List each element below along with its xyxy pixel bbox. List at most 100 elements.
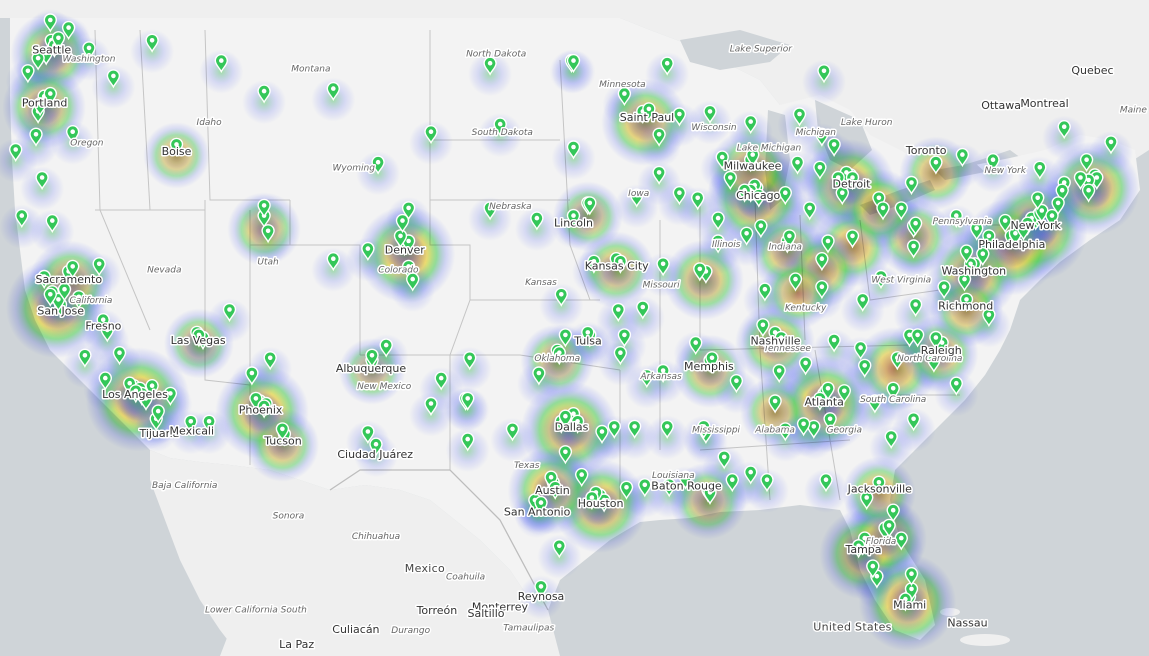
map-marker[interactable] bbox=[1016, 221, 1031, 241]
map-marker[interactable] bbox=[823, 412, 837, 432]
map-marker[interactable] bbox=[100, 323, 115, 343]
map-marker[interactable] bbox=[927, 353, 941, 373]
map-marker[interactable] bbox=[45, 213, 59, 234]
map-marker[interactable] bbox=[43, 13, 57, 33]
map-marker[interactable] bbox=[483, 56, 497, 76]
map-marker[interactable] bbox=[31, 51, 45, 71]
map-marker[interactable] bbox=[106, 69, 121, 89]
map-marker[interactable] bbox=[627, 419, 642, 439]
map-marker[interactable] bbox=[949, 208, 963, 229]
map-marker[interactable] bbox=[908, 216, 923, 236]
map-marker[interactable] bbox=[1051, 196, 1065, 216]
map-marker[interactable] bbox=[1104, 135, 1118, 155]
map-marker[interactable] bbox=[554, 287, 568, 307]
map-marker[interactable] bbox=[33, 97, 47, 117]
map-marker[interactable] bbox=[505, 422, 520, 442]
map-marker[interactable] bbox=[530, 211, 544, 231]
map-marker[interactable] bbox=[817, 64, 831, 84]
map-marker[interactable] bbox=[717, 450, 731, 470]
map-marker[interactable] bbox=[35, 170, 49, 191]
map-marker[interactable] bbox=[756, 318, 770, 338]
map-marker[interactable] bbox=[61, 20, 76, 41]
map-marker[interactable] bbox=[534, 495, 548, 516]
map-marker[interactable] bbox=[1045, 208, 1059, 229]
map-marker[interactable] bbox=[607, 419, 621, 439]
map-marker[interactable] bbox=[729, 374, 744, 394]
map-marker[interactable] bbox=[566, 208, 581, 229]
map-marker[interactable] bbox=[393, 229, 408, 249]
map-marker[interactable] bbox=[660, 419, 674, 439]
map-marker[interactable] bbox=[493, 117, 507, 137]
map-marker[interactable] bbox=[959, 292, 974, 312]
map-marker[interactable] bbox=[693, 262, 707, 282]
map-marker[interactable] bbox=[640, 368, 654, 389]
map-marker[interactable] bbox=[746, 147, 760, 168]
map-marker[interactable] bbox=[929, 330, 943, 351]
map-marker[interactable] bbox=[214, 53, 229, 74]
map-marker[interactable] bbox=[705, 351, 719, 371]
map-marker[interactable] bbox=[835, 186, 849, 206]
map-marker[interactable] bbox=[929, 155, 943, 175]
map-marker[interactable] bbox=[837, 384, 851, 404]
map-marker[interactable] bbox=[29, 127, 43, 147]
map-marker[interactable] bbox=[672, 107, 687, 127]
map-marker[interactable] bbox=[597, 493, 611, 513]
map-marker[interactable] bbox=[778, 186, 792, 206]
map-marker[interactable] bbox=[1033, 160, 1047, 180]
map-marker[interactable] bbox=[184, 414, 198, 434]
map-marker[interactable] bbox=[803, 201, 817, 221]
map-marker[interactable] bbox=[691, 191, 705, 211]
map-marker[interactable] bbox=[151, 404, 165, 424]
map-marker[interactable] bbox=[906, 239, 921, 259]
map-marker[interactable] bbox=[856, 292, 870, 312]
map-marker[interactable] bbox=[72, 290, 86, 310]
map-marker[interactable] bbox=[613, 254, 628, 274]
map-marker[interactable] bbox=[257, 399, 271, 419]
map-marker[interactable] bbox=[982, 229, 996, 249]
map-marker[interactable] bbox=[955, 147, 970, 168]
map-marker[interactable] bbox=[886, 503, 900, 523]
map-marker[interactable] bbox=[1079, 153, 1094, 173]
map-marker[interactable] bbox=[424, 125, 438, 145]
map-marker[interactable] bbox=[737, 183, 752, 203]
map-marker[interactable] bbox=[65, 259, 80, 279]
map-marker[interactable] bbox=[908, 297, 923, 318]
map-marker[interactable] bbox=[894, 201, 908, 221]
map-marker[interactable] bbox=[424, 396, 438, 417]
map-marker[interactable] bbox=[583, 196, 597, 216]
map-marker[interactable] bbox=[257, 84, 271, 104]
map-marker[interactable] bbox=[548, 480, 562, 500]
map-marker[interactable] bbox=[652, 165, 666, 185]
map-marker[interactable] bbox=[1057, 120, 1071, 140]
map-marker[interactable] bbox=[202, 414, 216, 434]
map-marker[interactable] bbox=[570, 414, 585, 434]
map-marker[interactable] bbox=[853, 340, 868, 361]
map-marker[interactable] bbox=[257, 198, 271, 218]
map-marker[interactable] bbox=[245, 366, 259, 386]
map-marker[interactable] bbox=[595, 424, 609, 445]
map-marker[interactable] bbox=[774, 330, 788, 351]
map-marker[interactable] bbox=[566, 140, 581, 160]
marker-layer[interactable] bbox=[8, 13, 1118, 612]
map-marker[interactable] bbox=[532, 366, 546, 386]
map-marker[interactable] bbox=[65, 125, 80, 145]
map-marker[interactable] bbox=[976, 247, 990, 267]
map-marker[interactable] bbox=[904, 567, 919, 587]
map-marker[interactable] bbox=[379, 338, 393, 358]
map-marker[interactable] bbox=[587, 254, 601, 274]
map-marker[interactable] bbox=[959, 244, 974, 264]
map-marker[interactable] bbox=[813, 160, 827, 180]
map-marker[interactable] bbox=[581, 325, 595, 345]
map-marker[interactable] bbox=[807, 419, 821, 439]
map-marker[interactable] bbox=[326, 252, 340, 272]
map-marker[interactable] bbox=[660, 56, 674, 76]
map-marker[interactable] bbox=[1081, 183, 1096, 203]
map-marker[interactable] bbox=[768, 394, 782, 414]
map-marker[interactable] bbox=[894, 531, 908, 551]
map-marker[interactable] bbox=[813, 391, 827, 411]
map-marker[interactable] bbox=[361, 241, 375, 262]
map-marker[interactable] bbox=[963, 257, 978, 277]
map-marker[interactable] bbox=[998, 213, 1012, 234]
map-marker[interactable] bbox=[37, 269, 51, 290]
